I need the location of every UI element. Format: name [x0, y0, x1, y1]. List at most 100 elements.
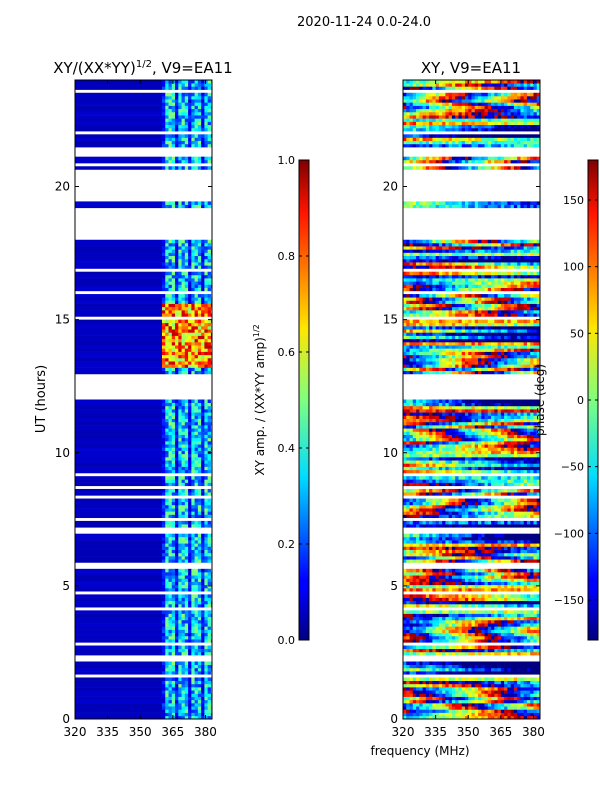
phase-cell	[412, 498, 417, 503]
phase-cell	[429, 712, 433, 717]
phase-cell	[526, 600, 531, 605]
amplitude-cell	[175, 434, 179, 439]
amplitude-ytick-label: 5	[62, 579, 70, 593]
amplitude-cell	[188, 524, 192, 528]
phase-cell	[416, 536, 420, 541]
phase-cell	[500, 651, 505, 656]
amplitude-cell	[161, 313, 166, 317]
amplitude-cell	[168, 572, 173, 576]
phase-cell	[487, 514, 492, 519]
amplitude-cell	[204, 501, 208, 506]
phase-cell	[497, 635, 502, 640]
amplitude-cell	[75, 616, 162, 621]
amplitude-cell	[207, 680, 212, 685]
phase-cell	[464, 600, 469, 605]
phase-cell	[422, 504, 427, 509]
phase-cell	[533, 629, 538, 634]
phase-cell	[484, 540, 489, 544]
phase-cell	[520, 671, 524, 675]
phase-cell	[497, 600, 502, 605]
amplitude-cell	[204, 262, 208, 266]
amplitude-cell	[178, 552, 182, 557]
phase-cell	[500, 603, 505, 608]
amplitude-cell	[165, 166, 169, 170]
phase-cell	[461, 540, 466, 544]
phase-cell	[497, 575, 502, 579]
amplitude-cell	[201, 306, 205, 311]
phase-cell	[520, 514, 524, 519]
phase-cell	[517, 511, 521, 515]
phase-cell	[422, 677, 427, 681]
amplitude-cell	[171, 463, 176, 467]
phase-cell	[517, 556, 521, 560]
amplitude-cell	[210, 546, 212, 550]
phase-cell	[478, 588, 482, 592]
amplitude-cell	[184, 453, 189, 458]
phase-cell	[504, 616, 508, 621]
amplitude-cell	[175, 278, 179, 282]
phase-cell	[533, 712, 538, 717]
amplitude-cell	[168, 95, 173, 100]
phase-cell	[442, 683, 446, 688]
amplitude-cell	[165, 80, 169, 84]
phase-cell	[471, 632, 476, 637]
phase-cell	[461, 575, 466, 579]
amplitude-cell	[178, 588, 182, 592]
amplitude-cell	[168, 696, 173, 701]
amplitude-cell	[207, 351, 212, 356]
phase-cell	[416, 706, 420, 710]
phase-cell	[403, 594, 407, 598]
phase-cell	[461, 667, 466, 672]
amplitude-cell	[210, 552, 212, 557]
amplitude-cell	[184, 575, 189, 579]
phase-cell	[474, 706, 479, 710]
amplitude-cell	[204, 322, 208, 327]
phase-cell	[455, 693, 459, 697]
phase-cell	[510, 715, 515, 719]
amplitude-cell	[191, 597, 195, 602]
amplitude-cell	[171, 680, 176, 685]
phase-cell	[409, 578, 414, 582]
phase-cell	[416, 696, 420, 701]
amplitude-cell	[165, 83, 169, 87]
amplitude-cell	[194, 121, 199, 126]
phase-cell	[523, 613, 528, 618]
phase-cell	[478, 552, 482, 557]
phase-cell	[484, 626, 489, 630]
amplitude-cell	[197, 425, 202, 429]
amplitude-cell	[207, 572, 212, 576]
phase-cell	[419, 693, 423, 697]
amplitude-cell	[201, 469, 205, 474]
amplitude-cell	[188, 603, 192, 608]
amplitude-cell	[210, 687, 212, 691]
amplitude-cell	[168, 520, 173, 525]
phase-cell	[448, 693, 453, 697]
phase-cell	[494, 508, 498, 512]
amplitude-cell	[194, 83, 199, 87]
amplitude-cell	[184, 338, 189, 343]
amplitude-cell	[201, 265, 205, 269]
phase-cell	[422, 594, 427, 598]
phase-cell	[471, 520, 476, 525]
phase-cell	[406, 568, 410, 573]
phase-cell	[526, 703, 531, 707]
phase-cell	[425, 581, 430, 586]
amplitude-cell	[161, 706, 166, 710]
amplitude-cell	[161, 246, 166, 250]
amplitude-cell	[181, 441, 186, 445]
amplitude-cell	[171, 568, 176, 573]
amplitude-cell	[194, 559, 199, 563]
amplitude-cell	[168, 651, 173, 656]
amplitude-cell	[188, 597, 192, 602]
phase-cell	[523, 677, 528, 681]
amplitude-cell	[168, 556, 173, 560]
amplitude-cell	[165, 693, 169, 697]
amplitude-cell	[204, 367, 208, 372]
amplitude-cell	[194, 102, 199, 106]
amplitude-cell	[171, 281, 176, 285]
amplitude-cell	[175, 242, 179, 247]
amplitude-cell	[210, 201, 212, 205]
amplitude-cell	[201, 552, 205, 557]
phase-cell	[533, 639, 538, 643]
amplitude-cell	[178, 338, 182, 343]
